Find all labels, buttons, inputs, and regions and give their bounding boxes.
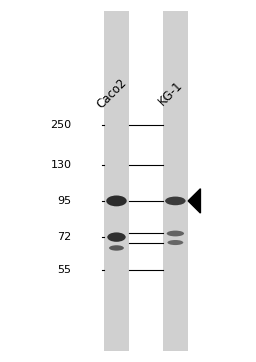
Ellipse shape: [106, 195, 127, 206]
Text: 95: 95: [58, 196, 72, 206]
Bar: [163, 11, 187, 351]
Ellipse shape: [165, 197, 186, 205]
Bar: [104, 11, 129, 351]
Ellipse shape: [109, 245, 124, 251]
Text: 130: 130: [51, 160, 72, 170]
Text: 72: 72: [57, 232, 72, 242]
Ellipse shape: [107, 232, 126, 242]
Text: KG-1: KG-1: [156, 79, 186, 108]
Ellipse shape: [167, 240, 183, 245]
Ellipse shape: [167, 231, 184, 236]
Text: Caco2: Caco2: [94, 76, 129, 111]
Text: 55: 55: [58, 265, 72, 275]
Text: 250: 250: [50, 120, 72, 130]
Polygon shape: [188, 189, 200, 213]
